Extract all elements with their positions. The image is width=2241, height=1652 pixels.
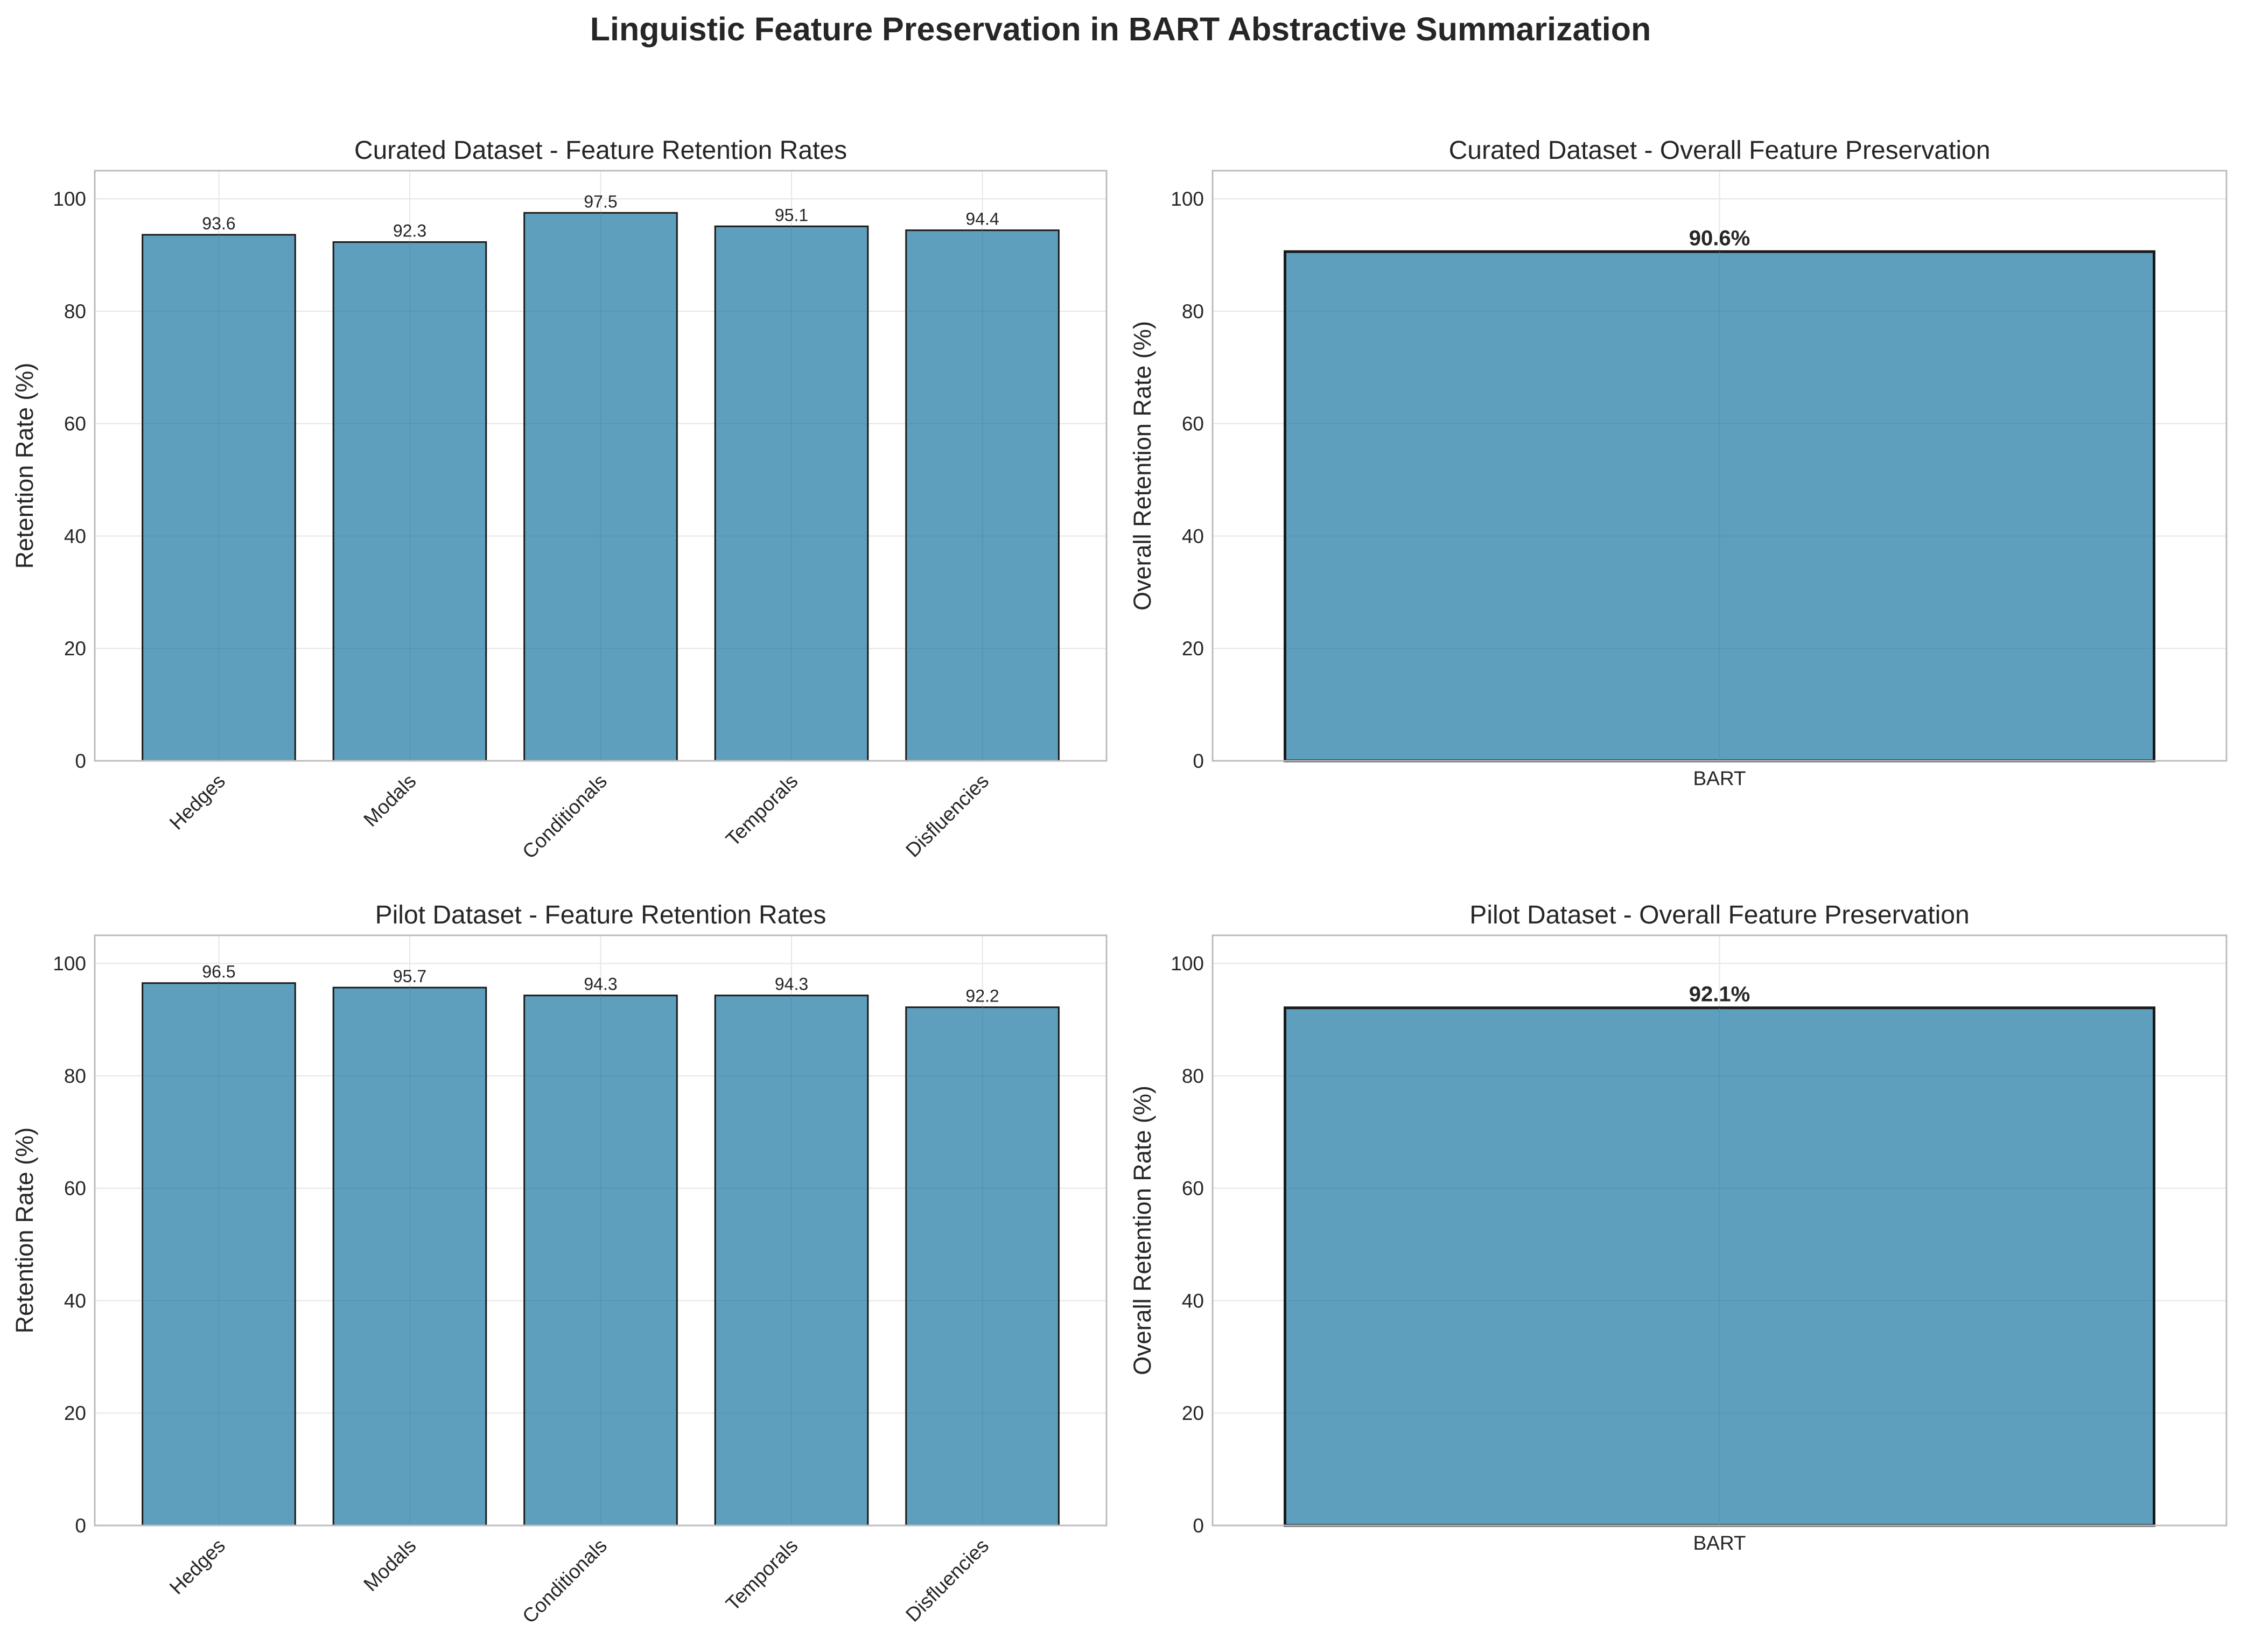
y-tick-label: 60 <box>64 1178 86 1200</box>
axes-frame <box>94 934 1108 1527</box>
y-tick-label: 0 <box>75 750 86 772</box>
y-tick-label: 20 <box>64 638 86 660</box>
axes-frame <box>94 170 1108 762</box>
y-tick-label: 100 <box>53 953 86 975</box>
axes-frame <box>1211 170 2228 762</box>
axes-title: Pilot Dataset - Feature Retention Rates <box>375 901 827 929</box>
y-tick-label: 0 <box>1193 1515 1204 1537</box>
bar-value-label: 94.4 <box>965 209 999 229</box>
bar-value-label: 93.6 <box>202 214 235 233</box>
axes-title: Curated Dataset - Feature Retention Rate… <box>354 136 847 165</box>
y-tick-label: 40 <box>1182 1290 1204 1312</box>
bar-value-label: 97.5 <box>584 192 617 211</box>
y-axis-label: Overall Retention Rate (%) <box>1129 321 1156 611</box>
y-axis-label: Retention Rate (%) <box>11 363 38 569</box>
y-tick-label: 0 <box>1193 750 1204 772</box>
y-tick-label: 60 <box>1182 1178 1204 1200</box>
subplot-2: 90.6% 0 20 40 60 80 100 BART Curated Dataset - O… <box>1129 136 2228 789</box>
y-tick-label: 20 <box>64 1402 86 1424</box>
bar-value-label: 92.1% <box>1689 983 1750 1006</box>
y-tick-label: 60 <box>1182 413 1204 435</box>
y-tick-label: 80 <box>1182 300 1204 323</box>
y-tick-label: 0 <box>75 1515 86 1537</box>
bar-value-label: 95.7 <box>393 967 426 986</box>
y-axis-label: Overall Retention Rate (%) <box>1129 1086 1156 1375</box>
bar-value-label: 95.1 <box>775 205 808 225</box>
y-tick-label: 80 <box>64 300 86 323</box>
y-tick-label: 40 <box>64 525 86 547</box>
y-tick-label: 20 <box>1182 1402 1204 1424</box>
bar-value-label: 94.3 <box>775 975 808 994</box>
x-tick-label: BART <box>1693 767 1746 789</box>
y-tick-label: 20 <box>1182 638 1204 660</box>
bar-value-label: 90.6% <box>1689 226 1750 250</box>
bar-value-label: 92.3 <box>393 221 426 241</box>
y-tick-label: 40 <box>1182 525 1204 547</box>
bar-value-label: 92.2 <box>965 986 999 1006</box>
figure-title: Linguistic Feature Preservation in BART … <box>590 11 1651 47</box>
y-tick-label: 40 <box>64 1290 86 1312</box>
bar-value-label: 94.3 <box>584 975 617 994</box>
y-tick-label: 80 <box>64 1065 86 1087</box>
axes-title: Curated Dataset - Overall Feature Preser… <box>1449 136 1991 165</box>
y-tick-label: 100 <box>1171 188 1204 210</box>
y-tick-label: 100 <box>1171 953 1204 975</box>
x-tick-label: BART <box>1693 1532 1746 1554</box>
bar-value-label: 96.5 <box>202 962 235 982</box>
y-axis-label: Retention Rate (%) <box>11 1128 38 1334</box>
y-tick-label: 60 <box>64 413 86 435</box>
y-tick-label: 80 <box>1182 1065 1204 1087</box>
axes-title: Pilot Dataset - Overall Feature Preserva… <box>1469 901 1969 929</box>
subplot-4: 92.1% 0 20 40 60 80 100 BART Pilot Dataset - Ove… <box>1129 901 2228 1554</box>
y-tick-label: 100 <box>53 188 86 210</box>
axes-frame <box>1211 934 2228 1527</box>
